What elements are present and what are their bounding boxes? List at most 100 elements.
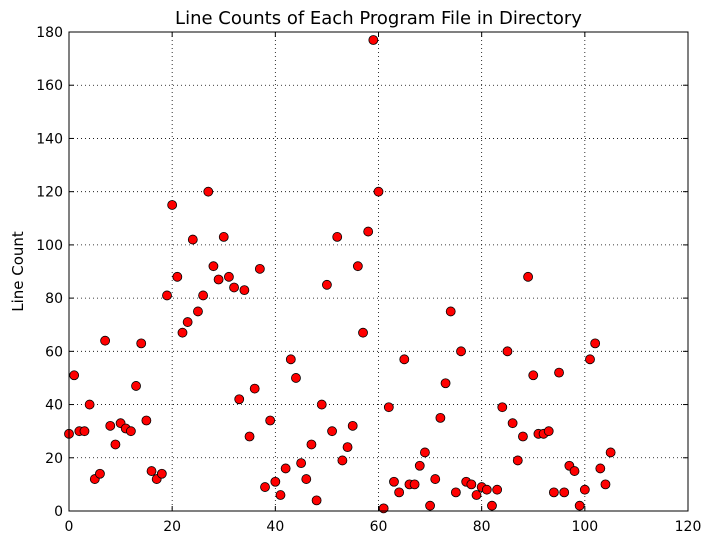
data-point: [270, 476, 281, 487]
data-points: [64, 35, 616, 514]
data-point: [559, 487, 570, 498]
data-point: [409, 479, 420, 490]
y-tick-label: 120: [36, 185, 63, 201]
y-tick-label: 0: [54, 504, 63, 520]
data-point: [383, 402, 394, 413]
data-point: [280, 463, 291, 474]
data-point: [389, 476, 399, 487]
data-point: [585, 354, 595, 365]
y-tick-label: 160: [36, 78, 63, 94]
data-point: [105, 420, 116, 431]
data-point: [487, 500, 497, 511]
data-point: [234, 394, 245, 405]
data-point: [208, 261, 219, 272]
data-point: [141, 415, 152, 426]
data-point: [569, 466, 580, 476]
data-point: [420, 447, 430, 458]
data-point: [146, 466, 157, 476]
data-point: [213, 274, 224, 285]
data-point: [316, 399, 327, 410]
data-point: [172, 271, 183, 282]
axis-ticks: 0 20 40 60 80 100 120 0 20 40 60 80 100 120 140 160 180: [36, 25, 701, 535]
data-point: [507, 418, 518, 429]
data-point: [373, 186, 384, 197]
data-point: [440, 378, 451, 389]
data-point: [518, 431, 528, 442]
data-point: [502, 346, 513, 357]
x-tick-label: 40: [266, 519, 284, 535]
data-point: [275, 490, 286, 500]
data-point: [198, 290, 209, 301]
data-point: [368, 35, 379, 45]
data-point: [224, 271, 234, 282]
data-point: [229, 282, 239, 293]
x-tick-label: 60: [370, 519, 388, 535]
data-point: [95, 468, 105, 479]
data-point: [100, 335, 111, 346]
x-tick-label: 100: [571, 519, 598, 535]
data-point: [363, 226, 374, 237]
data-point: [528, 370, 539, 381]
data-point: [260, 482, 270, 492]
x-tick-label: 20: [163, 519, 181, 535]
data-point: [554, 367, 564, 378]
data-point: [306, 439, 317, 450]
y-tick-label: 140: [36, 131, 63, 147]
data-point: [512, 455, 523, 466]
data-point: [430, 474, 441, 484]
y-axis-label: Line Count: [9, 231, 27, 312]
data-point: [332, 232, 343, 242]
data-point: [249, 383, 260, 394]
data-point: [414, 460, 425, 471]
data-point: [579, 484, 590, 495]
data-point: [182, 317, 193, 327]
data-point: [497, 402, 508, 413]
data-point: [265, 415, 276, 426]
data-point: [481, 484, 492, 495]
data-point: [322, 279, 332, 290]
data-point: [187, 234, 198, 245]
y-tick-label: 180: [36, 25, 63, 41]
data-point: [342, 442, 353, 453]
data-point: [358, 327, 368, 338]
data-point: [125, 426, 136, 437]
y-tick-label: 60: [45, 344, 63, 360]
x-tick-label: 80: [473, 519, 491, 535]
data-point: [574, 500, 585, 511]
data-point: [193, 306, 203, 317]
data-point: [162, 290, 172, 301]
data-point: [327, 426, 337, 437]
data-point: [456, 346, 466, 357]
data-point: [347, 420, 358, 431]
data-point: [84, 399, 95, 410]
data-point: [291, 373, 301, 383]
x-tick-label: 0: [65, 519, 74, 535]
data-point: [69, 370, 80, 381]
data-point: [605, 447, 616, 458]
data-point: [337, 455, 348, 466]
data-point: [239, 285, 250, 296]
data-point: [590, 338, 601, 349]
data-point: [466, 479, 477, 490]
chart-title: Line Counts of Each Program File in Dire…: [175, 8, 582, 29]
data-point: [244, 431, 255, 442]
data-point: [156, 468, 167, 479]
data-point: [301, 474, 312, 484]
data-point: [167, 200, 178, 210]
data-point: [131, 381, 141, 391]
data-point: [399, 354, 410, 365]
x-tick-label: 120: [675, 519, 702, 535]
data-point: [450, 487, 461, 498]
data-point: [445, 306, 456, 317]
y-tick-label: 40: [45, 398, 63, 414]
y-tick-label: 80: [45, 291, 63, 307]
data-point: [177, 327, 188, 338]
data-point: [352, 261, 363, 272]
data-point: [595, 463, 606, 474]
data-point: [394, 487, 405, 498]
data-point: [492, 484, 503, 495]
data-point: [311, 495, 322, 506]
